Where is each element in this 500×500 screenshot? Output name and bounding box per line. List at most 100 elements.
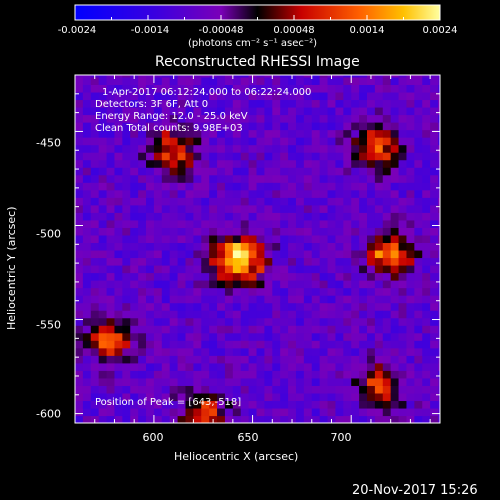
heatmap-cell xyxy=(75,340,84,349)
heatmap-cell xyxy=(311,189,321,198)
heatmap-cell xyxy=(177,234,187,244)
heatmap-cell xyxy=(256,234,265,244)
heatmap-cell xyxy=(224,280,234,289)
heatmap-cell xyxy=(359,234,368,244)
heatmap-cell xyxy=(319,152,329,161)
heatmap-cell xyxy=(398,280,408,289)
heatmap-cell xyxy=(75,415,84,423)
heatmap-cell xyxy=(90,332,100,341)
heatmap-cell xyxy=(414,385,423,394)
heatmap-cell xyxy=(303,392,313,402)
heatmap-cell xyxy=(90,204,100,213)
heatmap-cell xyxy=(232,219,242,228)
heatmap-cell xyxy=(185,355,194,364)
heatmap-cell xyxy=(398,257,408,266)
heatmap-cell xyxy=(390,264,400,274)
heatmap-cell xyxy=(343,122,352,131)
heatmap-cell xyxy=(240,385,250,394)
heatmap-cell xyxy=(75,332,84,341)
heatmap-cell xyxy=(122,317,131,326)
heatmap-cell xyxy=(138,174,147,183)
heatmap-cell xyxy=(382,415,392,423)
heatmap-cell xyxy=(106,144,116,153)
heatmap-cell xyxy=(114,385,123,394)
heatmap-cell xyxy=(414,219,423,228)
heatmap-cell xyxy=(98,392,108,402)
heatmap-cell xyxy=(209,332,218,341)
heatmap-cell xyxy=(98,347,108,356)
heatmap-cell xyxy=(193,325,202,334)
heatmap-cell xyxy=(106,197,116,206)
heatmap-cell xyxy=(82,377,92,386)
heatmap-cell xyxy=(280,287,289,296)
heatmap-cell xyxy=(430,355,439,364)
heatmap-cell xyxy=(311,167,321,176)
heatmap-cell xyxy=(201,377,210,386)
heatmap-cell xyxy=(335,242,344,251)
heatmap-cell xyxy=(295,370,305,379)
heatmap-cell xyxy=(422,295,431,304)
heatmap-cell xyxy=(130,392,139,402)
heatmap-cell xyxy=(153,280,163,289)
heatmap-cell xyxy=(414,302,423,311)
heatmap-cell xyxy=(240,152,250,161)
heatmap-cell xyxy=(185,415,194,423)
heatmap-cell xyxy=(414,310,423,319)
heatmap-cell xyxy=(406,347,415,356)
heatmap-cell xyxy=(359,137,368,146)
heatmap-cell xyxy=(280,257,289,266)
heatmap-cell xyxy=(122,385,131,394)
heatmap-cell xyxy=(193,75,202,78)
heatmap-cell xyxy=(114,392,123,402)
heatmap-cell xyxy=(422,347,431,356)
heatmap-cell xyxy=(422,340,431,349)
heatmap-cell xyxy=(193,347,202,356)
heatmap-cell xyxy=(114,332,123,341)
heatmap-cell xyxy=(351,340,360,349)
heatmap-cell xyxy=(130,212,139,221)
heatmap-cell xyxy=(359,227,368,236)
heatmap-cell xyxy=(422,159,431,168)
heatmap-cell xyxy=(264,122,273,131)
heatmap-cell xyxy=(161,257,171,266)
heatmap-cell xyxy=(98,257,108,266)
heatmap-cell xyxy=(438,400,440,409)
heatmap-cell xyxy=(138,272,147,281)
heatmap-cell xyxy=(130,355,139,364)
heatmap-cell xyxy=(438,122,440,131)
heatmap-cell xyxy=(422,114,431,123)
heatmap-cell xyxy=(146,129,155,138)
heatmap-cell xyxy=(82,167,92,176)
heatmap-cell xyxy=(146,197,155,206)
heatmap-cell xyxy=(272,347,281,356)
heatmap-cell xyxy=(303,174,313,183)
heatmap-cell xyxy=(122,347,131,356)
heatmap-cell xyxy=(374,280,384,289)
heatmap-cell xyxy=(343,204,352,213)
heatmap-cell xyxy=(311,204,321,213)
heatmap-cell xyxy=(98,204,108,213)
heatmap-cell xyxy=(367,189,376,198)
heatmap-cell xyxy=(114,287,123,296)
heatmap-cell xyxy=(169,197,179,206)
heatmap-cell xyxy=(343,310,352,319)
heatmap-cell xyxy=(240,347,250,356)
heatmap-cell xyxy=(311,122,321,131)
heatmap-cell xyxy=(280,325,289,334)
heatmap-cell xyxy=(217,144,226,153)
heatmap-cell xyxy=(224,302,234,311)
heatmap-cell xyxy=(422,385,431,394)
heatmap-cell xyxy=(280,362,289,371)
heatmap-cell xyxy=(406,377,415,386)
heatmap-cell xyxy=(414,144,423,153)
heatmap-cell xyxy=(248,159,258,168)
heatmap-cell xyxy=(82,91,92,101)
heatmap-cell xyxy=(264,280,273,289)
heatmap-cell xyxy=(295,152,305,161)
heatmap-cell xyxy=(422,167,431,176)
heatmap-cell xyxy=(430,302,439,311)
heatmap-cell xyxy=(169,264,179,274)
heatmap-cell xyxy=(232,287,242,296)
heatmap-cell xyxy=(319,159,329,168)
heatmap-cell xyxy=(114,377,123,386)
